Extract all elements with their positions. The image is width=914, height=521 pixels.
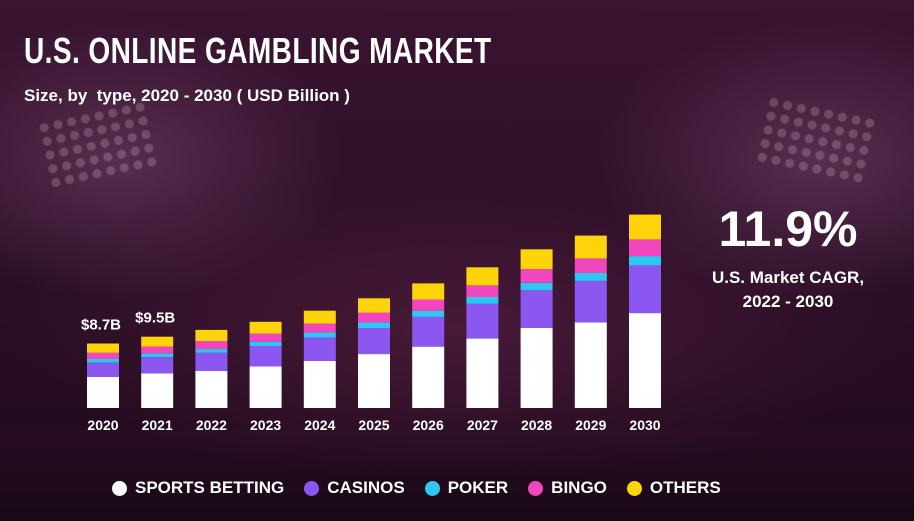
x-tick-label-2024: 2024 (304, 417, 335, 433)
x-tick-label-2023: 2023 (250, 417, 281, 433)
bar-segment-poker-2025 (358, 322, 390, 328)
bar-segment-others-2024 (303, 310, 336, 324)
cagr-value: 11.9% (718, 201, 858, 257)
bar-segment-poker-2021 (141, 353, 174, 358)
bar-segment-poker-2027 (466, 297, 499, 304)
bar-segment-sports-betting-2023 (249, 366, 282, 408)
legend-swatch (626, 480, 642, 496)
bar-segment-bingo-2025 (358, 312, 390, 323)
bar-segment-casinos-2029 (574, 280, 607, 323)
data-label-2020: $8.7B (81, 317, 121, 334)
bar-segment-sports-betting-2025 (358, 354, 390, 408)
chart-title: U.S. ONLINE GAMBLING MARKET (24, 30, 492, 71)
legend-item-bingo: BINGO (528, 478, 607, 498)
bar-segment-sports-betting-2022 (195, 370, 228, 408)
bar-segment-casinos-2020 (87, 362, 119, 377)
bar-segment-sports-betting-2027 (466, 338, 499, 408)
legend-item-others: OTHERS (626, 478, 721, 498)
bar-segment-casinos-2021 (141, 357, 174, 374)
chart-subtitle: Size, by type, 2020 - 2030 ( USD Billion… (24, 86, 350, 105)
bar-segment-sports-betting-2024 (303, 360, 336, 408)
bar-segment-others-2025 (358, 298, 390, 313)
bar-segment-poker-2030 (629, 256, 661, 266)
bar-segment-bingo-2023 (249, 333, 282, 342)
bar-segment-others-2030 (629, 214, 661, 240)
bar-segment-others-2028 (520, 249, 553, 270)
bar-segment-poker-2028 (520, 282, 553, 291)
bar-segment-others-2021 (141, 336, 174, 347)
bar-segment-casinos-2025 (358, 328, 390, 354)
bar-segment-sports-betting-2020 (87, 377, 119, 408)
bar-segment-poker-2026 (412, 310, 445, 317)
bar-segment-others-2020 (87, 343, 119, 353)
legend-item-casinos: CASINOS (304, 478, 405, 498)
legend-label: CASINOS (327, 478, 405, 497)
bar-segment-others-2026 (412, 283, 445, 300)
legend-swatch (424, 480, 440, 496)
bar-segment-casinos-2028 (520, 290, 553, 328)
bar-segment-bingo-2024 (303, 323, 336, 333)
x-tick-label-2022: 2022 (196, 417, 227, 433)
bar-segment-others-2022 (195, 329, 228, 342)
bar-segment-casinos-2023 (249, 346, 282, 367)
bar-segment-sports-betting-2021 (141, 373, 174, 408)
bar-segment-casinos-2027 (466, 303, 499, 339)
x-tick-label-2025: 2025 (358, 417, 389, 433)
bar-segment-others-2027 (466, 267, 499, 286)
bar-segment-poker-2024 (303, 332, 336, 338)
bar-segment-poker-2020 (87, 359, 119, 363)
x-tick-label-2027: 2027 (467, 417, 498, 433)
bar-segment-bingo-2027 (466, 285, 499, 297)
legend-label: BINGO (551, 478, 607, 497)
legend-item-sports-betting: SPORTS BETTING (112, 478, 284, 498)
bar-segment-casinos-2022 (195, 352, 228, 371)
x-tick-label-2020: 2020 (87, 417, 118, 433)
bar-segment-bingo-2022 (195, 341, 228, 350)
legend-swatch (528, 480, 544, 496)
x-tick-label-2028: 2028 (521, 417, 552, 433)
bar-segment-sports-betting-2026 (412, 346, 445, 408)
bar-segment-bingo-2020 (87, 352, 119, 359)
legend-label: OTHERS (649, 478, 721, 497)
bar-segment-poker-2023 (249, 341, 282, 346)
cagr-label-line-1: U.S. Market CAGR, (711, 268, 865, 287)
bar-segment-bingo-2026 (412, 299, 445, 311)
x-tick-label-2021: 2021 (142, 417, 173, 433)
x-tick-label-2030: 2030 (629, 417, 660, 433)
legend-item-poker: POKER (424, 478, 509, 498)
bar-segment-bingo-2029 (574, 258, 607, 273)
legend-label: SPORTS BETTING (135, 478, 285, 497)
bar-segment-poker-2029 (574, 272, 607, 281)
bar-segment-bingo-2028 (520, 269, 553, 283)
cagr-label: U.S. Market CAGR, 2022 - 2030 (683, 266, 893, 314)
x-tick-label-2029: 2029 (575, 417, 606, 433)
bar-segment-poker-2022 (195, 349, 228, 353)
legend-swatch (304, 480, 320, 496)
bar-segment-others-2023 (249, 321, 282, 334)
bar-segment-bingo-2021 (141, 346, 174, 354)
bar-segment-sports-betting-2028 (520, 328, 553, 408)
bar-segment-casinos-2026 (412, 316, 445, 347)
bar-segment-sports-betting-2030 (629, 313, 661, 408)
cagr-label-line-2: 2022 - 2030 (742, 292, 834, 311)
stadium-field (0, 430, 914, 521)
x-tick-label-2026: 2026 (413, 417, 444, 433)
bar-segment-bingo-2030 (629, 239, 661, 257)
legend-swatch (112, 480, 127, 496)
bar-segment-casinos-2024 (303, 337, 336, 361)
legend-label: POKER (447, 478, 509, 497)
bar-segment-casinos-2030 (629, 265, 661, 314)
chart-legend: SPORTS BETTING CASINOS POKER BINGO OTHERS (112, 478, 741, 498)
bar-segment-others-2029 (574, 235, 607, 259)
data-label-2021: $9.5B (135, 310, 175, 327)
bar-segment-sports-betting-2029 (574, 322, 607, 408)
